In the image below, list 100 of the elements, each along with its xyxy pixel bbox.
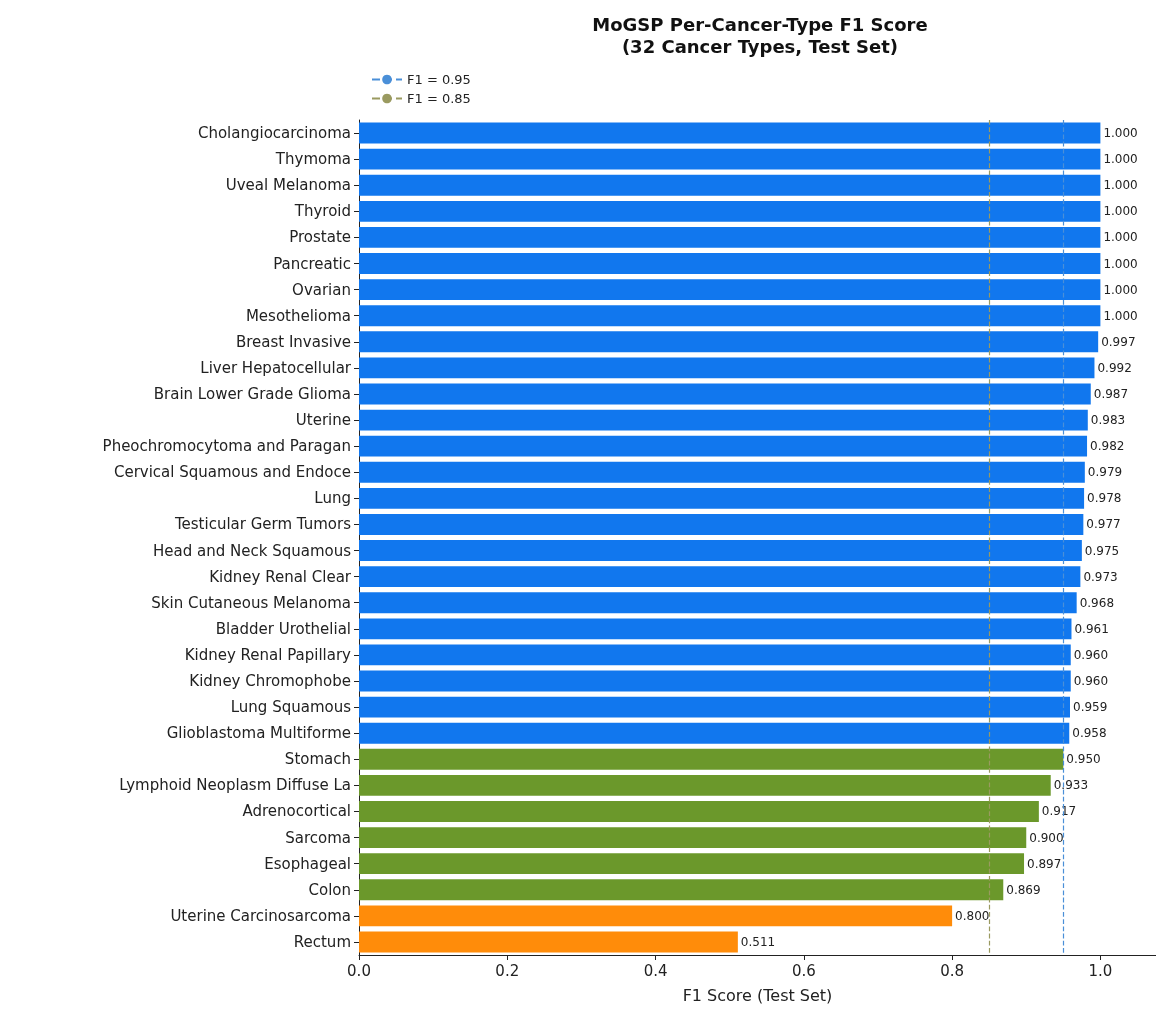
y-tick-label: Stomach <box>284 750 351 769</box>
data-label: 1.000 <box>1103 126 1138 141</box>
data-label: 0.978 <box>1087 491 1122 506</box>
data-label: 0.958 <box>1072 726 1107 741</box>
y-tick-label: Glioblastoma Multiforme <box>166 724 351 743</box>
bar <box>359 696 1070 718</box>
y-tick-label: Thyroid <box>293 202 351 221</box>
data-label: 0.979 <box>1087 465 1123 480</box>
y-tick-label: Cervical Squamous and Endoce <box>113 463 351 482</box>
bar <box>359 540 1082 561</box>
data-label: 0.900 <box>1029 830 1064 845</box>
data-label: 1.000 <box>1103 178 1138 193</box>
bar <box>359 331 1099 353</box>
bar <box>359 722 1070 744</box>
y-tick-label: Colon <box>308 880 351 899</box>
data-label: 0.897 <box>1027 856 1062 871</box>
data-label: 0.997 <box>1101 334 1136 349</box>
y-tick-label: Mesothelioma <box>245 306 351 325</box>
y-tick-label: Sarcoma <box>285 828 351 847</box>
bar <box>359 748 1064 770</box>
bar <box>359 801 1039 822</box>
data-label: 0.977 <box>1086 517 1121 532</box>
bar <box>359 461 1085 483</box>
bar <box>359 774 1051 796</box>
bar <box>359 905 953 927</box>
bar <box>359 122 1101 144</box>
data-label: 1.000 <box>1103 204 1138 219</box>
y-tick-label: Breast Invasive <box>235 332 351 351</box>
y-tick-label: Testicular Germ Tumors <box>173 515 352 534</box>
data-label: 1.000 <box>1103 256 1138 271</box>
x-tick-label: 1.0 <box>1088 961 1113 980</box>
data-label: 0.800 <box>955 908 990 923</box>
y-tick-label: Uterine <box>295 411 351 430</box>
data-label: 0.992 <box>1097 360 1132 375</box>
y-tick-label: Head and Neck Squamous <box>153 541 352 560</box>
bar <box>359 644 1071 666</box>
bar <box>359 253 1101 274</box>
x-tick-label: 0.0 <box>347 961 371 980</box>
data-label: 1.000 <box>1103 308 1138 323</box>
x-tick-label: 0.8 <box>940 961 965 980</box>
data-label: 0.975 <box>1084 543 1120 558</box>
y-tick-label: Lymphoid Neoplasm Diffuse La <box>119 776 351 795</box>
chart-title: MoGSP Per-Cancer-Type F1 Score (32 Cancer Types, Test Set) <box>592 13 928 57</box>
bar <box>359 279 1101 301</box>
y-tick-label: Liver Hepatocellular <box>200 358 352 377</box>
x-axis-title: F1 Score (Test Set) <box>682 985 833 1005</box>
bar <box>359 879 1004 901</box>
data-label: 1.000 <box>1103 230 1138 245</box>
bar <box>359 200 1101 222</box>
y-tick-label: Pancreatic <box>273 254 351 273</box>
data-label: 0.959 <box>1073 700 1108 715</box>
y-tick-label: Lung Squamous <box>230 698 352 717</box>
y-tick-label: Cholangiocarcinoma <box>197 124 351 143</box>
y-tick-label: Ovarian <box>292 280 351 299</box>
data-label: 0.982 <box>1090 439 1125 454</box>
y-tick-label: Brain Lower Grade Glioma <box>153 384 351 403</box>
bar <box>359 174 1101 196</box>
data-label: 0.987 <box>1093 386 1129 401</box>
y-tick-label: Bladder Urothelial <box>215 619 351 638</box>
y-tick-label: Pheochromocytoma and Paragan <box>102 437 351 456</box>
data-label: 0.960 <box>1073 647 1109 662</box>
bar <box>359 226 1101 248</box>
y-tick-label: Prostate <box>289 228 351 247</box>
bar <box>359 592 1077 614</box>
bar <box>359 853 1025 875</box>
y-tick-label: Lung <box>314 489 351 508</box>
y-tick-label: Kidney Renal Clear <box>209 567 352 586</box>
data-label: 0.973 <box>1083 569 1118 584</box>
bar <box>359 514 1084 535</box>
y-tick-label: Rectum <box>293 932 351 951</box>
data-label: 0.917 <box>1041 804 1077 819</box>
bar <box>359 409 1088 431</box>
y-tick-label: Skin Cutaneous Melanoma <box>151 593 351 612</box>
y-tick-label: Kidney Renal Papillary <box>184 645 352 664</box>
bar <box>359 383 1091 405</box>
data-label: 0.960 <box>1073 674 1109 689</box>
y-tick-label: Esophageal <box>264 854 351 873</box>
x-tick-label: 0.2 <box>495 961 520 980</box>
y-tick-label: Thymoma <box>274 150 351 169</box>
y-tick-label: Adrenocortical <box>242 802 351 821</box>
bar <box>359 305 1101 327</box>
bar <box>359 357 1095 379</box>
bar <box>359 931 738 953</box>
data-label: 0.933 <box>1053 778 1089 793</box>
data-label: 0.961 <box>1074 621 1109 636</box>
bar <box>359 487 1085 509</box>
y-tick-label: Uterine Carcinosarcoma <box>170 906 351 925</box>
data-label: 0.950 <box>1066 752 1101 767</box>
data-label: 0.968 <box>1079 595 1115 610</box>
x-tick-label: 0.6 <box>791 961 816 980</box>
y-tick-label: Uveal Melanoma <box>225 176 351 195</box>
bar <box>359 435 1088 457</box>
legend-label: F1 = 0.85 <box>407 91 471 106</box>
legend-label: F1 = 0.95 <box>407 72 471 87</box>
bar <box>359 566 1081 588</box>
bar <box>359 148 1101 170</box>
y-tick-label: Kidney Chromophobe <box>189 672 351 691</box>
bar <box>359 618 1072 640</box>
data-label: 1.000 <box>1103 152 1138 167</box>
x-tick-label: 0.4 <box>643 961 668 980</box>
